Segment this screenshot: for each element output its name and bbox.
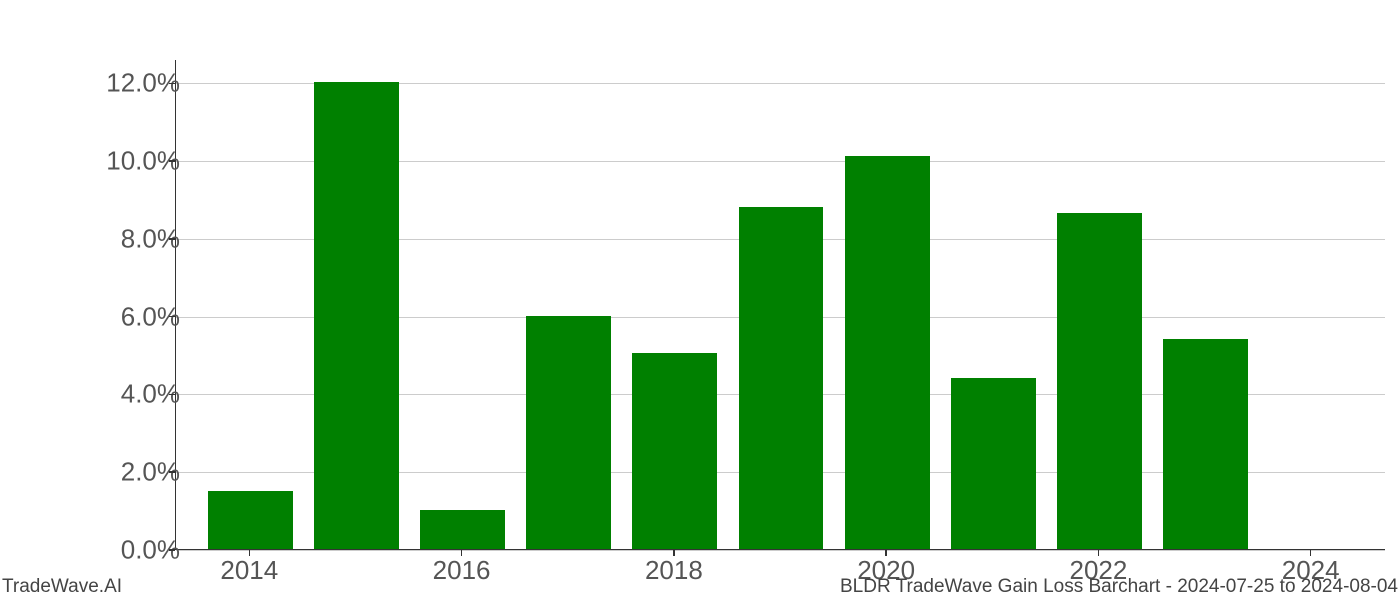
ytick-mark: [169, 160, 175, 162]
xtick-label: 2016: [433, 555, 491, 586]
bar: [739, 207, 824, 549]
bar: [632, 353, 717, 549]
footer-caption: BLDR TradeWave Gain Loss Barchart - 2024…: [840, 576, 1398, 598]
ytick-mark: [169, 83, 175, 85]
footer-brand: TradeWave.AI: [2, 576, 122, 598]
bar: [208, 491, 293, 549]
bar: [526, 316, 611, 549]
ytick-label: 12.0%: [60, 68, 180, 99]
xtick-mark: [673, 550, 675, 556]
ytick-mark: [169, 394, 175, 396]
gridline: [176, 550, 1385, 551]
bar: [951, 378, 1036, 549]
bar: [314, 82, 399, 549]
xtick-label: 2018: [645, 555, 703, 586]
bar: [1057, 213, 1142, 549]
xtick-mark: [461, 550, 463, 556]
xtick-mark: [1098, 550, 1100, 556]
bar: [420, 510, 505, 549]
ytick-label: 10.0%: [60, 146, 180, 177]
ytick-mark: [169, 316, 175, 318]
ytick-label: 8.0%: [60, 223, 180, 254]
xtick-mark: [885, 550, 887, 556]
plot-frame: [175, 60, 1385, 550]
bar: [1163, 339, 1248, 549]
ytick-mark: [169, 549, 175, 551]
bar: [845, 156, 930, 549]
xtick-label: 2014: [220, 555, 278, 586]
ytick-label: 4.0%: [60, 379, 180, 410]
xtick-mark: [1310, 550, 1312, 556]
ytick-label: 6.0%: [60, 301, 180, 332]
xtick-mark: [249, 550, 251, 556]
ytick-label: 2.0%: [60, 457, 180, 488]
ytick-label: 0.0%: [60, 535, 180, 566]
ytick-mark: [169, 471, 175, 473]
chart-plot-area: [175, 60, 1385, 550]
ytick-mark: [169, 238, 175, 240]
